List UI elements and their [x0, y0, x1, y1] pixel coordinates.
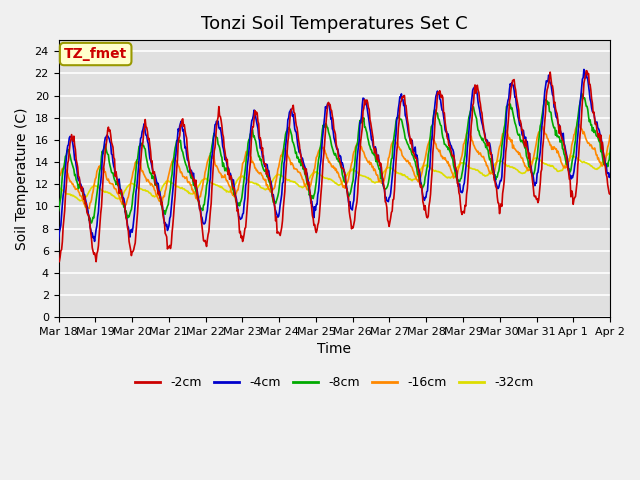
Text: TZ_fmet: TZ_fmet	[64, 47, 127, 61]
Legend: -2cm, -4cm, -8cm, -16cm, -32cm: -2cm, -4cm, -8cm, -16cm, -32cm	[130, 371, 538, 394]
Title: Tonzi Soil Temperatures Set C: Tonzi Soil Temperatures Set C	[201, 15, 468, 33]
X-axis label: Time: Time	[317, 342, 351, 357]
Y-axis label: Soil Temperature (C): Soil Temperature (C)	[15, 108, 29, 250]
